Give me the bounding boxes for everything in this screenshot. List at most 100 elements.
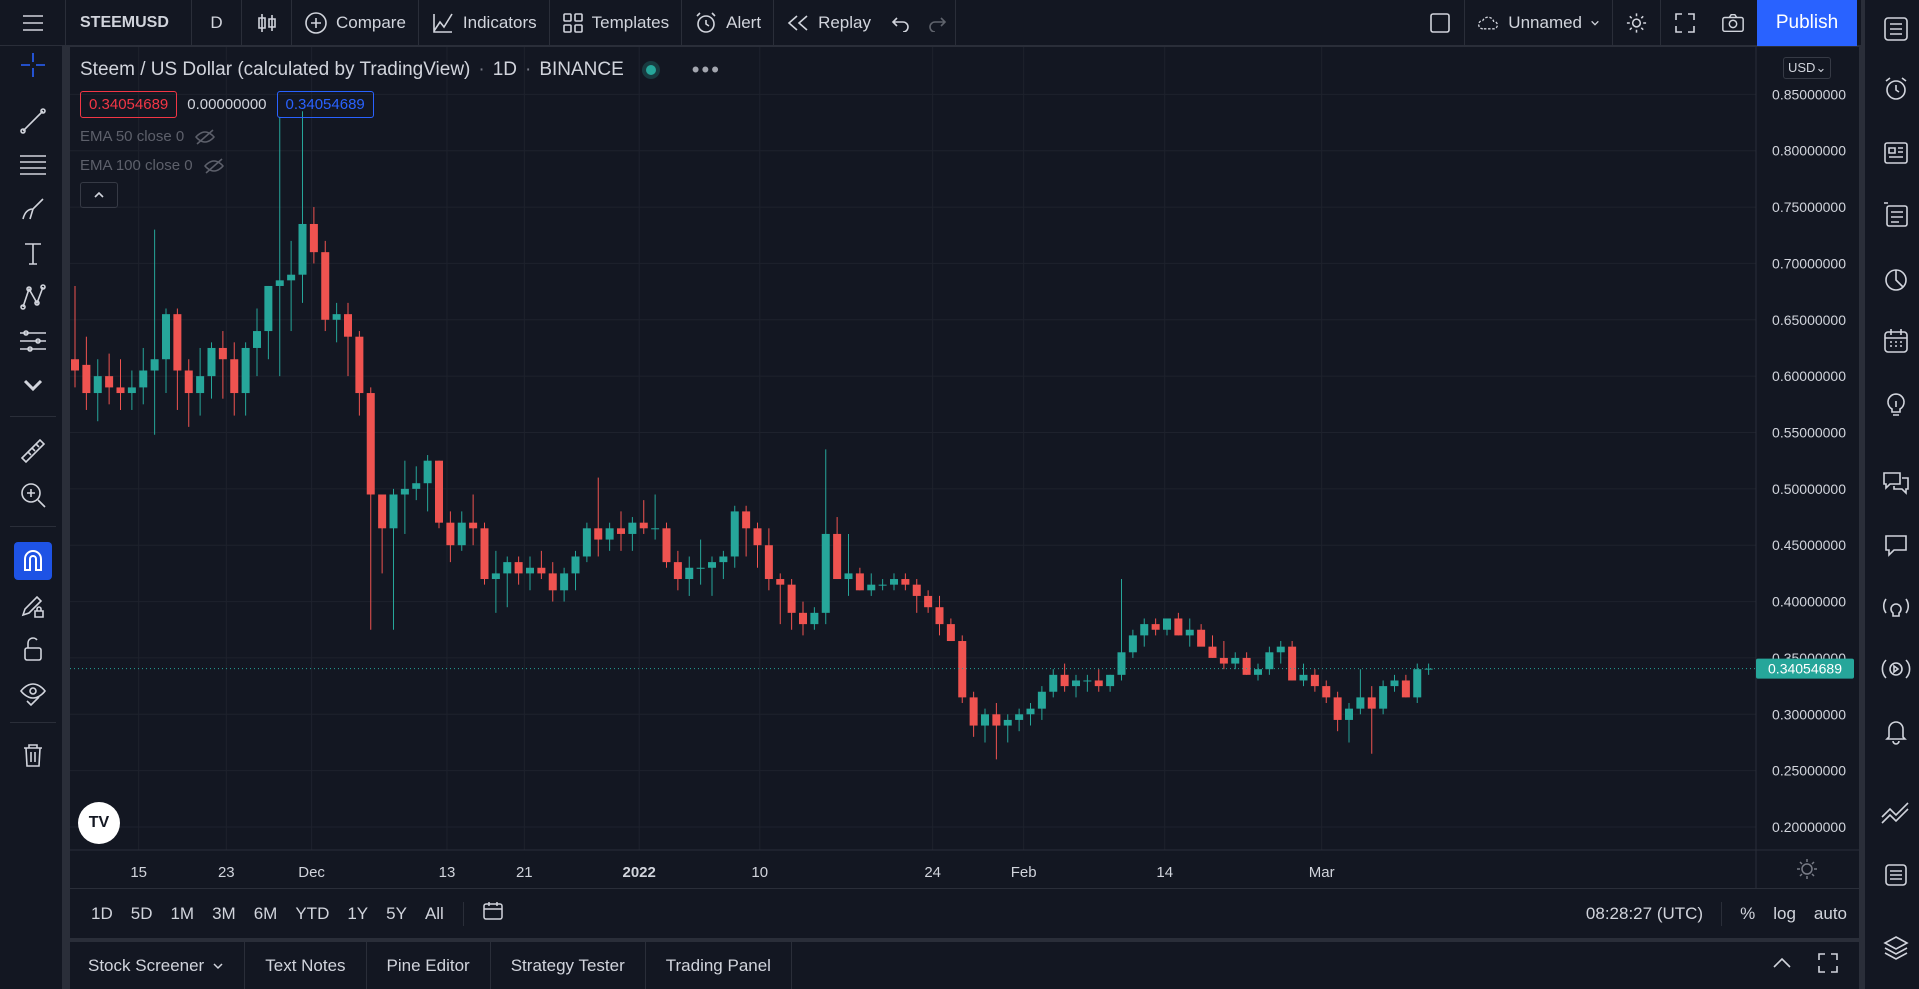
more-options-icon[interactable]: ••• — [691, 57, 721, 82]
ema-50-indicator[interactable]: EMA 50 close 0 — [80, 128, 721, 145]
zoom-tool[interactable] — [14, 476, 52, 514]
candle-body — [1219, 657, 1228, 664]
panel-list-button[interactable] — [1879, 858, 1913, 892]
hide-drawings-button[interactable] — [14, 674, 52, 712]
range-button-3m[interactable]: 3M — [212, 903, 236, 923]
price-chart[interactable]: 0.900000000.850000000.800000000.75000000… — [70, 47, 1859, 888]
log-scale-button[interactable]: log — [1773, 904, 1796, 923]
eye-hidden-icon[interactable] — [203, 157, 225, 174]
time-scale-settings-icon[interactable] — [1797, 859, 1817, 879]
ema-100-indicator[interactable]: EMA 100 close 0 — [80, 157, 721, 174]
pattern-tool[interactable] — [14, 278, 52, 316]
prediction-icon — [20, 330, 46, 352]
lock-drawings-button[interactable] — [14, 630, 52, 668]
lightbulb-icon — [1887, 393, 1905, 416]
measure-tool[interactable] — [14, 432, 52, 470]
range-button-all[interactable]: All — [424, 903, 444, 923]
publish-button[interactable]: Publish — [1757, 0, 1857, 46]
drawing-toolbar — [0, 46, 66, 989]
candle-body — [389, 494, 398, 529]
sell-price-button[interactable]: 0.34054689 — [80, 91, 178, 118]
candle-body — [776, 579, 785, 585]
templates-button[interactable]: Templates — [550, 0, 683, 46]
range-button-5d[interactable]: 5D — [130, 903, 153, 923]
range-button-6m[interactable]: 6M — [253, 903, 278, 923]
stay-in-drawing-mode-button[interactable] — [14, 586, 52, 624]
more-tools-button[interactable] — [14, 366, 52, 404]
expand-panel-button[interactable] — [1757, 956, 1807, 975]
percent-scale-button[interactable]: % — [1740, 904, 1756, 923]
snapshot-button[interactable] — [1709, 0, 1757, 46]
redo-button[interactable] — [919, 0, 956, 46]
trading-button[interactable] — [1879, 796, 1913, 830]
compare-button[interactable]: Compare — [292, 0, 419, 46]
chart-pane[interactable]: 0.900000000.850000000.800000000.75000000… — [70, 47, 1859, 937]
live-streams-button[interactable] — [1879, 652, 1913, 686]
candle-body — [821, 533, 830, 613]
candle-body — [1072, 680, 1080, 687]
collapse-legend-button[interactable] — [80, 182, 118, 208]
tab-trading-panel[interactable]: Trading Panel — [646, 942, 792, 989]
chats-button[interactable] — [1879, 466, 1913, 500]
tab-stock-screener[interactable]: Stock Screener — [70, 942, 246, 989]
list-panel-icon — [1885, 864, 1907, 886]
candle-body — [127, 387, 136, 394]
alert-button[interactable]: Alert — [682, 0, 775, 46]
range-button-ytd[interactable]: YTD — [295, 903, 330, 923]
trend-line-tool[interactable] — [14, 102, 52, 140]
calendar-button[interactable] — [1879, 324, 1913, 358]
prediction-tool[interactable] — [14, 322, 52, 360]
fib-tool[interactable] — [14, 146, 52, 184]
alerts-button[interactable] — [1879, 72, 1913, 106]
range-button-1d[interactable]: 1D — [91, 903, 113, 923]
symbol-description[interactable]: Steem / US Dollar (calculated by Trading… — [80, 59, 471, 80]
main-menu-button[interactable] — [0, 0, 66, 46]
currency-button[interactable]: USD⌄ — [1783, 57, 1832, 79]
brush-tool[interactable] — [14, 190, 52, 228]
messages-button[interactable] — [1879, 528, 1913, 562]
candle-body — [855, 573, 864, 591]
ideas-button[interactable] — [1879, 386, 1913, 420]
crosshair-tool[interactable] — [14, 46, 52, 84]
data-window-button[interactable] — [1879, 136, 1913, 170]
layout-menu-button[interactable]: Unnamed — [1465, 0, 1613, 46]
object-tree-button[interactable] — [1879, 198, 1913, 232]
price-axis-label: 0.70000000 — [1772, 255, 1846, 271]
tradingview-logo[interactable]: TV — [78, 802, 120, 844]
magnet-mode-button[interactable] — [14, 542, 52, 580]
candle-body — [435, 460, 443, 523]
tab-pine-editor[interactable]: Pine Editor — [367, 942, 491, 989]
streams-button[interactable] — [1879, 590, 1913, 624]
replay-button[interactable]: Replay — [774, 0, 883, 46]
text-tool[interactable] — [14, 234, 52, 272]
redo-icon — [929, 16, 947, 32]
candle-body — [582, 528, 591, 557]
chart-type-button[interactable] — [242, 0, 292, 46]
tab-strategy-tester[interactable]: Strategy Tester — [491, 942, 646, 989]
select-layout-button[interactable] — [1415, 0, 1465, 46]
eye-hidden-icon[interactable] — [194, 128, 216, 145]
market-status-icon[interactable] — [645, 65, 656, 75]
buy-price-button[interactable]: 0.34054689 — [276, 91, 374, 118]
goto-date-button[interactable] — [474, 901, 512, 926]
auto-scale-button[interactable]: auto — [1813, 904, 1847, 923]
tab-text-notes[interactable]: Text Notes — [245, 942, 367, 989]
interval-button[interactable]: D — [192, 0, 242, 46]
settings-button[interactable] — [1613, 0, 1661, 46]
range-button-1y[interactable]: 1Y — [347, 903, 369, 923]
range-button-1m[interactable]: 1M — [170, 903, 195, 923]
layers-button[interactable] — [1879, 930, 1913, 964]
maximize-panel-button[interactable] — [1807, 952, 1859, 979]
indicators-button[interactable]: Indicators — [419, 0, 550, 46]
candle-body — [1151, 624, 1160, 630]
undo-button[interactable] — [883, 0, 919, 46]
notifications-button[interactable] — [1879, 714, 1913, 748]
range-button-5y[interactable]: 5Y — [386, 903, 407, 923]
watchlist-button[interactable] — [1879, 12, 1913, 46]
tab-label: Pine Editor — [386, 955, 470, 975]
fullscreen-button[interactable] — [1661, 0, 1709, 46]
remove-drawings-button[interactable] — [14, 736, 52, 774]
symbol-search-button[interactable]: STEEMUSD — [66, 0, 192, 46]
clock[interactable]: 08:28:27 (UTC) — [1585, 904, 1704, 923]
hotlists-button[interactable] — [1879, 262, 1913, 296]
